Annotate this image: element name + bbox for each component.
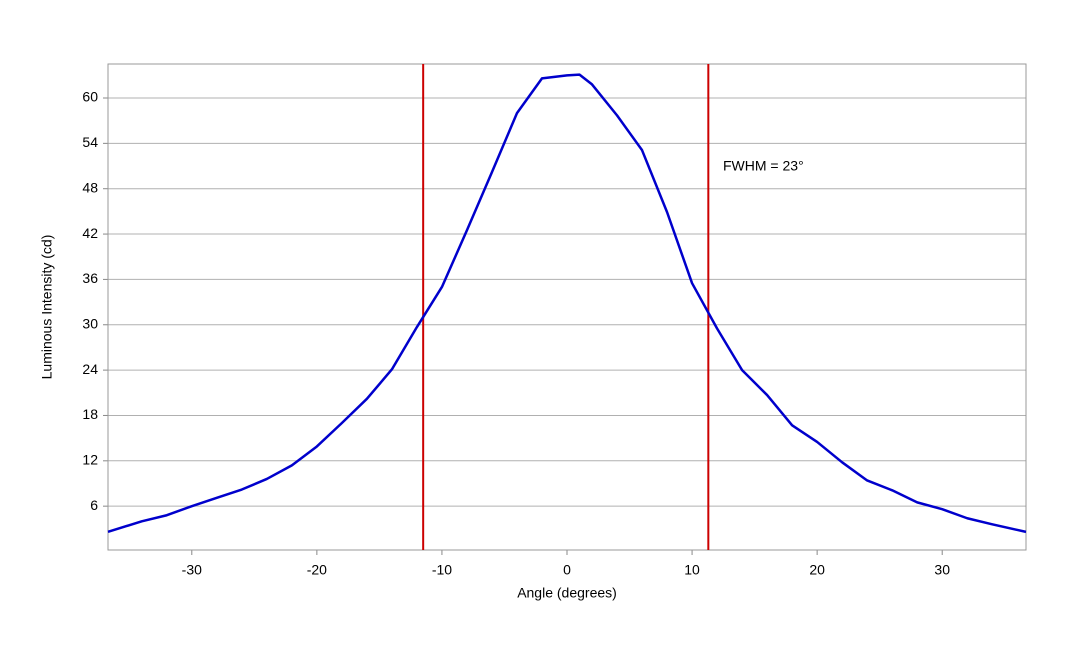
x-tick-label: 30 xyxy=(934,562,950,578)
y-tick-label: 30 xyxy=(82,315,98,331)
x-tick-label: 20 xyxy=(809,562,825,578)
x-tick-label: 0 xyxy=(563,562,571,578)
x-tick-label: -30 xyxy=(182,562,202,578)
y-tick-label: 12 xyxy=(82,452,98,468)
x-tick-label: -10 xyxy=(432,562,452,578)
y-tick-label: 24 xyxy=(82,361,98,377)
intensity-curve xyxy=(107,73,1027,534)
x-tick-label: -20 xyxy=(307,562,327,578)
plot-frame xyxy=(107,63,1027,551)
y-tick-label: 42 xyxy=(82,225,98,241)
x-axis-label: Angle (degrees) xyxy=(517,585,617,601)
y-axis-label: Luminous Intensity (cd) xyxy=(39,235,55,380)
x-tick-label: 10 xyxy=(684,562,700,578)
y-tick-label: 60 xyxy=(82,89,98,105)
y-tick-label: 18 xyxy=(82,406,98,422)
y-tick-label: 48 xyxy=(82,179,98,195)
annotation: FWHM = 23° xyxy=(723,158,804,174)
y-tick-label: 6 xyxy=(90,497,98,513)
y-tick-label: 54 xyxy=(82,134,98,150)
y-tick-label: 36 xyxy=(82,270,98,286)
